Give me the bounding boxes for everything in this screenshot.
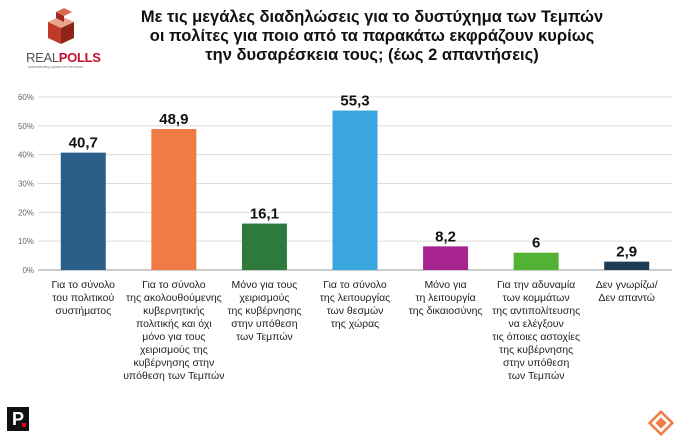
- bar: [332, 110, 378, 270]
- bar: [241, 223, 287, 270]
- category-label: Για το σύνολο της ακολουθούμενης κυβερνητι…: [122, 279, 226, 383]
- bar-value-label: 8,2: [435, 228, 456, 245]
- category-label-line: χειρισμούς της: [139, 344, 208, 356]
- logo-cube-icon: [48, 8, 74, 44]
- category-label-line: μόνο για τους: [142, 331, 206, 343]
- category-label: Μόνο για τη λειτουργία της δικαιοσύνης: [394, 279, 498, 318]
- title-line: οι πολίτες για ποιο από τα παρακάτω εκφρ…: [149, 27, 595, 45]
- category-label-line: της δικαιοσύνης: [408, 305, 483, 317]
- category-label-line: της ακολουθούμενης: [125, 292, 222, 304]
- logo-wordmark: REALPOLLS: [26, 50, 101, 65]
- category-label-line: Μόνο για τους: [231, 279, 298, 291]
- logo-polls-text: POLLS: [58, 50, 101, 65]
- category-label-line: υπόθεση των Τεμπών: [123, 370, 225, 382]
- category-label-line: χειρισμούς: [239, 292, 290, 304]
- category-label-line: της χώρας: [330, 318, 380, 330]
- category-label: Μόνο για τους χειρισμούς της κυβέρνησης στη…: [212, 279, 316, 344]
- category-label-line: στην υπόθεση: [502, 357, 570, 369]
- y-tick-label: 30%: [18, 180, 34, 189]
- logo-tagline: understanding opinion for the future: [28, 65, 84, 69]
- category-label: Για το σύνολο της λειτουργίας των θεσμών τη…: [303, 279, 407, 331]
- category-label-line: πολιτικής και όχι: [135, 318, 212, 330]
- category-label-line: Μόνο για: [424, 279, 467, 291]
- category-label: Για την αδυναμία των κομμάτων της αντιπολί…: [484, 279, 588, 383]
- category-label-line: τις όποιες αστοχίες: [492, 331, 581, 343]
- category-label-line: των κομμάτων: [502, 292, 570, 304]
- title-line: Με τις μεγάλες διαδηλώσεις για το δυστύχ…: [140, 8, 604, 26]
- bar-value-label: 48,9: [159, 111, 188, 128]
- category-label-line: να ελέγξουν: [508, 318, 564, 330]
- brand-dot: [22, 423, 26, 427]
- category-label-line: Για την αδυναμία: [497, 279, 576, 291]
- category-label-line: στην υπόθεση: [231, 318, 298, 330]
- category-label-line: τη λειτουργία: [415, 292, 476, 304]
- chart-title: Με τις μεγάλες διαδηλώσεις για το δυστύχ…: [112, 8, 632, 65]
- diamond-badge-icon[interactable]: [648, 410, 674, 436]
- category-label-line: Για το σύνολο: [142, 279, 206, 291]
- bar-value-label: 2,9: [616, 244, 637, 261]
- bar: [604, 261, 650, 270]
- category-label-line: Για το σύνολο: [51, 279, 115, 291]
- title-line: την δυσαρέσκεια τους; (έως 2 απαντήσεις): [205, 46, 539, 64]
- logo-real-text: REAL: [26, 50, 59, 65]
- category-label-line: κυβερνητικής: [143, 305, 205, 317]
- y-tick-label: 60%: [18, 93, 34, 102]
- y-tick-label: 20%: [18, 208, 34, 217]
- category-label-line: των Τεμπών: [236, 331, 293, 343]
- category-label-line: της κυβέρνησης: [227, 305, 302, 317]
- category-label-line: του πολιτικού: [52, 292, 115, 304]
- y-tick-label: 40%: [18, 151, 34, 160]
- bar: [60, 152, 106, 270]
- brand-letter: P: [11, 409, 24, 429]
- bar-value-label: 16,1: [250, 206, 279, 223]
- category-label-line: των Τεμπών: [507, 370, 565, 382]
- category-label-line: Για το σύνολο: [323, 279, 387, 291]
- category-label-line: κυβέρνησης στην: [133, 357, 215, 369]
- realpolls-logo: REALPOLLS understanding opinion for the …: [6, 8, 106, 69]
- bar-chart: 0% 10% 20% 30% 40% 50% 60% 40,7 48,9 16,1 55,3 8,2 6…: [18, 93, 672, 275]
- bar-value-label: 55,3: [340, 93, 369, 110]
- category-label: Δεν γνωρίζω/Δεν απαντώ: [575, 279, 679, 305]
- bar: [513, 252, 559, 270]
- bar-value-label: 6: [532, 235, 540, 252]
- y-tick-label: 50%: [18, 122, 34, 131]
- brand-p-logo: P: [7, 407, 29, 431]
- bar: [151, 129, 197, 270]
- y-tick-label: 10%: [18, 237, 34, 246]
- y-tick-label: 0%: [22, 266, 34, 275]
- category-label: Για το σύνολο του πολιτικού συστήματος: [31, 279, 135, 318]
- category-label-line: της αντιπολίτευσης: [492, 305, 581, 317]
- bar-value-label: 40,7: [69, 135, 98, 152]
- bar: [423, 246, 469, 270]
- category-label-line: συστήματος: [55, 305, 112, 317]
- category-label-line: Δεν γνωρίζω/: [595, 279, 658, 291]
- category-label-line: Δεν απαντώ: [598, 292, 655, 304]
- category-label-line: των θεσμών: [326, 305, 384, 317]
- category-label-line: της λειτουργίας: [319, 292, 391, 304]
- category-label-line: της κυβέρνησης: [499, 344, 574, 356]
